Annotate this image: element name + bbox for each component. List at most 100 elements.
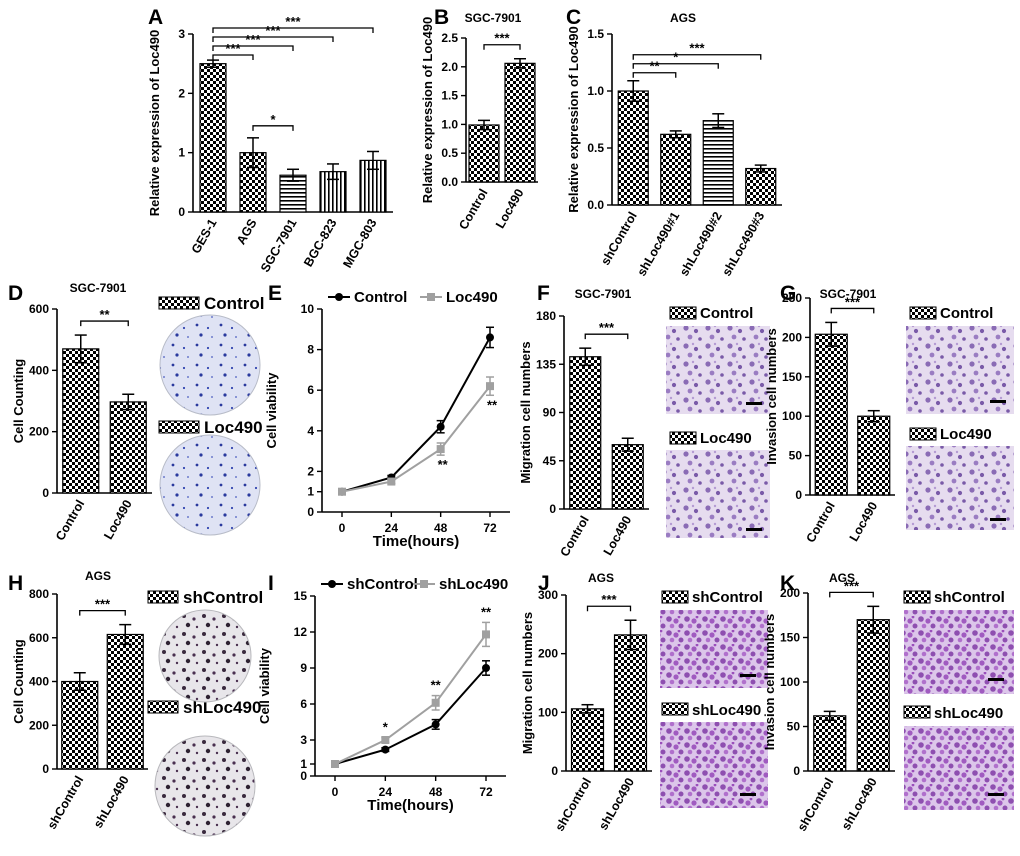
legend-label: shLoc490 xyxy=(439,576,508,593)
legend-label: Loc490 xyxy=(446,289,498,306)
panel-label: E xyxy=(268,282,282,305)
x-tick-label: 24 xyxy=(379,785,393,799)
legend-label-shloc490: shLoc490 xyxy=(934,705,1003,722)
y-axis-label: Relative expression of Loc490 xyxy=(147,30,162,216)
y-tick-label: 6 xyxy=(300,697,307,711)
series-line xyxy=(341,336,491,493)
colony-photo-shcontrol xyxy=(158,609,252,703)
panel-label: C xyxy=(566,6,581,29)
panel-g-legend: Control Loc490 xyxy=(906,305,1014,530)
legend-marker xyxy=(328,580,336,588)
y-tick-label: 90 xyxy=(543,406,557,420)
significance-bracket xyxy=(632,63,719,69)
category-label: Control xyxy=(53,498,87,543)
significance-label: *** xyxy=(844,578,860,593)
chart-title: AGS xyxy=(85,569,111,583)
micrograph-control xyxy=(906,326,1014,414)
category-label: SGC-7901 xyxy=(258,216,300,274)
category-label: shLoc490#2 xyxy=(677,209,725,278)
category-label: Control xyxy=(804,500,838,545)
micrograph-loc490 xyxy=(906,446,1014,530)
colony-photo-loc490 xyxy=(159,434,261,536)
category-label: shLoc490#1 xyxy=(634,209,682,278)
y-tick-label: 0.5 xyxy=(441,146,458,160)
y-axis-label: Relative expression of Loc490 xyxy=(566,26,581,212)
panel-label: K xyxy=(780,572,795,595)
scale-bar xyxy=(740,793,756,796)
bar xyxy=(814,333,848,496)
chart-title: SGC-7901 xyxy=(575,287,632,301)
category-label: Loc490 xyxy=(601,513,635,557)
category-label: shControl xyxy=(552,776,594,834)
y-tick-label: 50 xyxy=(789,449,803,463)
significance-bracket xyxy=(212,45,294,51)
y-tick-label: 1 xyxy=(307,485,314,499)
significance-label: * xyxy=(383,720,389,735)
y-axis-label: Cell Counting xyxy=(11,359,26,444)
bar xyxy=(613,634,648,772)
category-label: shLoc490 xyxy=(91,773,132,830)
colony-photo-shloc490 xyxy=(154,735,256,837)
legend-swatch-control xyxy=(909,306,937,320)
y-tick-label: 0 xyxy=(549,502,556,516)
scale-bar xyxy=(746,528,762,531)
panel-f-legend: Control Loc490 xyxy=(666,305,770,538)
legend-label-shloc490: shLoc490 xyxy=(692,702,761,719)
y-tick-label: 100 xyxy=(780,675,800,689)
micrograph-control xyxy=(666,326,770,414)
chart-title: AGS xyxy=(588,571,614,585)
panel-label: G xyxy=(780,282,796,305)
bar xyxy=(468,124,500,183)
category-label: GES-1 xyxy=(189,216,220,256)
bar xyxy=(569,356,602,510)
y-tick-label: 100 xyxy=(782,409,802,423)
data-point xyxy=(482,664,490,672)
legend-label-shcontrol: shControl xyxy=(934,589,1005,606)
panel-j-legend: shControl shLoc490 xyxy=(660,589,768,808)
panel-k-legend: shControl shLoc490 xyxy=(903,589,1014,810)
significance-bracket xyxy=(483,44,521,50)
significance-label: *** xyxy=(285,14,301,29)
significance-label: *** xyxy=(599,320,615,335)
category-label: shLoc490#3 xyxy=(719,209,767,278)
data-point xyxy=(431,720,440,729)
panel-a: A 0 1 2 3 Relative expression of Loc490 GES-1 A… xyxy=(147,6,393,275)
colony-photo-control xyxy=(159,314,261,416)
legend-label: Control xyxy=(354,289,407,306)
y-tick-label: 0.0 xyxy=(587,198,604,212)
y-axis-label: Cell viability xyxy=(264,372,279,449)
scale-bar xyxy=(988,678,1004,681)
x-tick-label: 0 xyxy=(332,785,339,799)
legend-swatch-loc490 xyxy=(669,431,697,445)
legend-label-loc490: Loc490 xyxy=(700,430,752,447)
bar xyxy=(570,708,605,772)
significance-label: ** xyxy=(481,604,492,619)
y-axis-label: Cell viability xyxy=(257,647,272,724)
y-tick-label: 0 xyxy=(42,486,49,500)
data-point xyxy=(387,477,396,486)
legend-swatch-shcontrol xyxy=(661,590,689,604)
significance-bracket xyxy=(212,54,254,60)
bar xyxy=(617,90,649,206)
y-tick-label: 400 xyxy=(29,363,49,377)
y-tick-label: 800 xyxy=(29,587,49,601)
legend-swatch-shcontrol xyxy=(147,590,179,604)
x-tick-label: 72 xyxy=(483,521,497,535)
y-tick-label: 1 xyxy=(300,757,307,771)
data-point xyxy=(486,382,494,391)
y-tick-label: 1 xyxy=(178,146,185,160)
panel-label: J xyxy=(538,572,550,595)
significance-bracket xyxy=(829,591,874,598)
significance-bracket xyxy=(632,72,677,78)
data-point xyxy=(482,630,490,639)
significance-label: *** xyxy=(845,294,861,309)
significance-label: ** xyxy=(487,397,498,412)
y-tick-label: 200 xyxy=(29,718,49,732)
y-tick-label: 200 xyxy=(538,647,558,661)
y-tick-label: 3 xyxy=(300,733,307,747)
legend-marker xyxy=(335,293,343,301)
y-tick-label: 12 xyxy=(294,625,308,639)
y-tick-label: 9 xyxy=(300,661,307,675)
